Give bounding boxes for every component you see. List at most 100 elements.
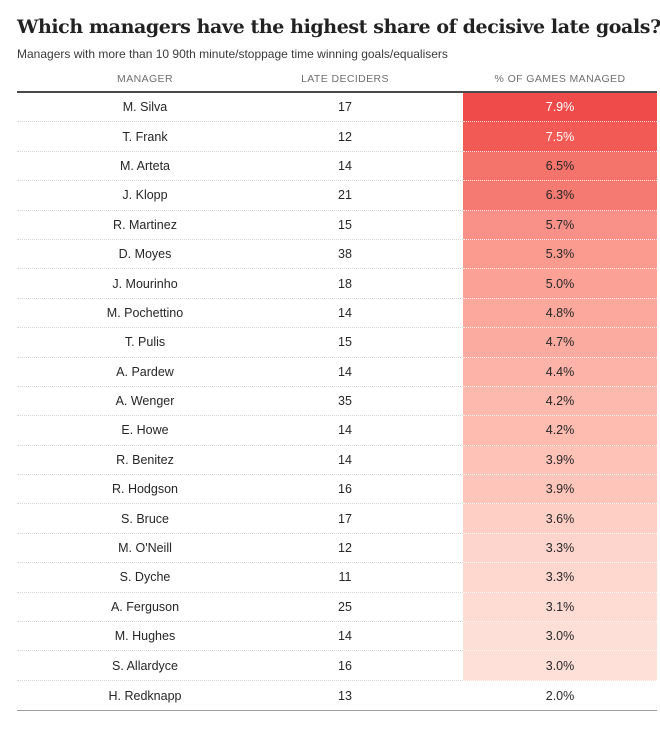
- pct-games-managed-cell: 3.0%: [463, 651, 657, 681]
- manager-cell: A. Ferguson: [110, 599, 180, 614]
- late-deciders-cell: 16: [338, 658, 352, 673]
- late-deciders-cell: 14: [338, 158, 352, 173]
- table-row: R. Benitez 14 3.9%: [17, 445, 657, 476]
- late-deciders-cell: 21: [338, 188, 352, 203]
- row-left-zone: T. Pulis 15: [17, 328, 463, 358]
- late-deciders-cell: 11: [338, 570, 352, 585]
- table-row: S. Allardyce 16 3.0%: [17, 651, 657, 681]
- row-left-zone: A. Wenger 35: [17, 387, 463, 417]
- row-left-zone: R. Benitez 14: [17, 446, 463, 476]
- late-deciders-cell: 18: [338, 276, 352, 291]
- late-deciders-cell: 14: [338, 423, 352, 438]
- manager-cell: T. Frank: [122, 129, 168, 144]
- table-row: R. Hodgson 16 3.9%: [17, 475, 657, 505]
- late-deciders-cell: 15: [338, 217, 352, 232]
- table-row: M. Hughes 14 3.0%: [17, 622, 657, 652]
- manager-cell: S. Allardyce: [111, 658, 178, 673]
- manager-cell: R. Hodgson: [111, 482, 178, 497]
- row-left-zone: T. Frank 12: [17, 122, 463, 152]
- table-row: D. Moyes 38 5.3%: [17, 239, 657, 270]
- row-left-zone: A. Ferguson 25: [17, 593, 463, 623]
- manager-cell: R. Benitez: [116, 452, 174, 467]
- manager-cell: S. Dyche: [119, 570, 171, 585]
- manager-cell: T. Pulis: [124, 335, 166, 350]
- row-left-zone: S. Bruce 17: [17, 504, 463, 534]
- table-row: M. Arteta 14 6.5%: [17, 151, 657, 182]
- pct-games-managed-cell: 4.2%: [463, 386, 657, 417]
- manager-cell: M. O'Neill: [118, 541, 172, 556]
- manager-cell: J. Mourinho: [112, 276, 178, 291]
- late-deciders-cell: 14: [338, 452, 352, 467]
- manager-cell: E. Howe: [121, 423, 169, 438]
- late-deciders-cell: 15: [338, 335, 352, 350]
- late-deciders-cell: 13: [338, 688, 352, 703]
- table-row: T. Pulis 15 4.7%: [17, 328, 657, 358]
- pct-games-managed-cell: 3.3%: [463, 533, 657, 564]
- pct-games-managed-cell: 3.9%: [463, 475, 657, 505]
- table-row: A. Ferguson 25 3.1%: [17, 592, 657, 623]
- manager-cell: A. Pardew: [116, 364, 174, 379]
- table-row: M. Silva 17 7.9%: [17, 93, 657, 123]
- table-row: R. Martinez 15 5.7%: [17, 210, 657, 240]
- pct-games-managed-cell: 4.8%: [463, 298, 657, 329]
- late-deciders-cell: 14: [338, 364, 352, 379]
- table-row: J. Mourinho 18 5.0%: [17, 269, 657, 299]
- row-left-zone: M. Arteta 14: [17, 152, 463, 182]
- manager-cell: D. Moyes: [118, 247, 172, 262]
- pct-games-managed-cell: 2.0%: [463, 680, 657, 711]
- table-row: H. Redknapp 13 2.0%: [17, 680, 657, 711]
- manager-cell: H. Redknapp: [108, 688, 182, 703]
- column-header-late-deciders: LATE DECIDERS: [301, 73, 389, 85]
- pct-games-managed-cell: 5.0%: [463, 269, 657, 299]
- table-row: M. O'Neill 12 3.3%: [17, 533, 657, 564]
- late-deciders-cell: 17: [338, 511, 352, 526]
- chart-subtitle: Managers with more than 10 90th minute/s…: [17, 47, 448, 61]
- pct-games-managed-cell: 5.7%: [463, 210, 657, 240]
- manager-cell: R. Martinez: [113, 217, 177, 232]
- table-row: A. Pardew 14 4.4%: [17, 357, 657, 387]
- manager-cell: M. Hughes: [114, 629, 176, 644]
- table-row: T. Frank 12 7.5%: [17, 122, 657, 152]
- table-body: M. Silva 17 7.9% T. Frank 12 7.5% M. Art…: [17, 93, 657, 712]
- manager-cell: M. Pochettino: [106, 305, 184, 320]
- late-deciders-cell: 38: [338, 247, 352, 262]
- row-left-zone: M. Pochettino 14: [17, 299, 463, 329]
- chart-title: Which managers have the highest share of…: [17, 16, 660, 38]
- row-left-zone: M. Silva 17: [17, 93, 463, 123]
- pct-games-managed-cell: 3.0%: [463, 622, 657, 652]
- manager-cell: A. Wenger: [115, 394, 175, 409]
- pct-games-managed-cell: 6.3%: [463, 181, 657, 211]
- pct-games-managed-cell: 3.3%: [463, 563, 657, 593]
- pct-games-managed-cell: 4.7%: [463, 328, 657, 358]
- row-left-zone: S. Allardyce 16: [17, 651, 463, 681]
- row-left-zone: A. Pardew 14: [17, 358, 463, 387]
- manager-cell: S. Bruce: [121, 511, 169, 526]
- table-row: M. Pochettino 14 4.8%: [17, 298, 657, 329]
- row-left-zone: R. Hodgson 16: [17, 475, 463, 505]
- pct-games-managed-cell: 6.5%: [463, 151, 657, 182]
- chart-card: Which managers have the highest share of…: [17, 16, 660, 712]
- column-header-manager: MANAGER: [117, 73, 173, 85]
- late-deciders-cell: 35: [338, 394, 352, 409]
- pct-games-managed-cell: 4.4%: [463, 357, 657, 387]
- row-left-zone: M. Hughes 14: [17, 622, 463, 652]
- late-deciders-cell: 16: [338, 482, 352, 497]
- row-left-zone: D. Moyes 38: [17, 240, 463, 270]
- pct-games-managed-cell: 3.9%: [463, 445, 657, 476]
- column-header-pct-games-managed: % OF GAMES MANAGED: [494, 73, 626, 85]
- row-left-zone: M. O'Neill 12: [17, 534, 463, 564]
- late-deciders-cell: 17: [338, 100, 352, 115]
- late-deciders-cell: 25: [338, 599, 352, 614]
- late-deciders-cell: 12: [338, 541, 352, 556]
- row-left-zone: H. Redknapp 13: [17, 681, 463, 710]
- row-left-zone: J. Klopp 21: [17, 181, 463, 211]
- table-header: MANAGER LATE DECIDERS % OF GAMES MANAGED: [17, 74, 657, 93]
- manager-cell: M. Silva: [122, 100, 168, 115]
- table-row: S. Bruce 17 3.6%: [17, 504, 657, 534]
- table-row: A. Wenger 35 4.2%: [17, 386, 657, 417]
- row-left-zone: E. Howe 14: [17, 416, 463, 446]
- pct-games-managed-cell: 3.1%: [463, 592, 657, 623]
- pct-games-managed-cell: 3.6%: [463, 504, 657, 534]
- manager-cell: M. Arteta: [119, 158, 171, 173]
- manager-cell: J. Klopp: [122, 188, 168, 203]
